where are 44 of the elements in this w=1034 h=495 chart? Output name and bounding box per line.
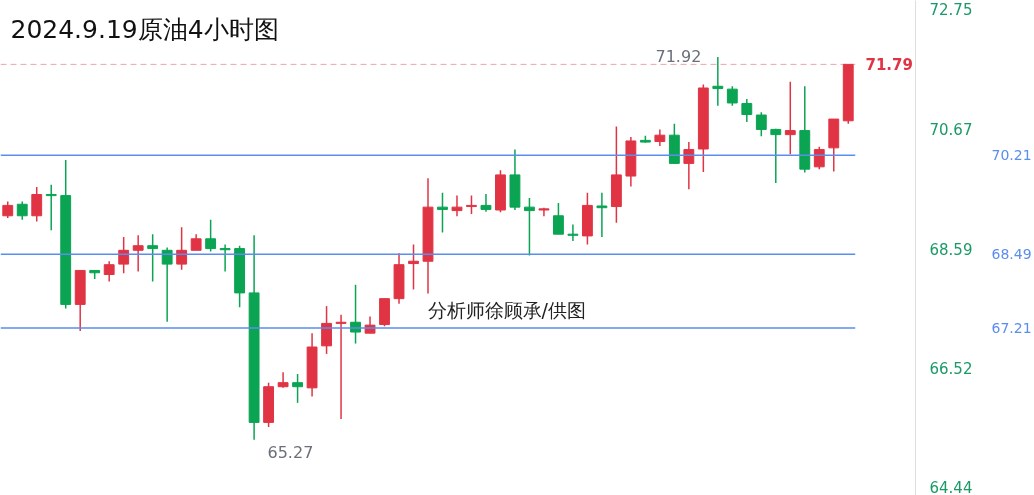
candlestick xyxy=(437,191,448,234)
candlestick xyxy=(480,193,492,213)
ref-line-label: 67.21 xyxy=(991,320,1032,337)
candlestick xyxy=(741,98,753,123)
candlestick xyxy=(45,183,57,231)
candlestick xyxy=(683,141,695,191)
candlestick xyxy=(408,243,419,291)
candlestick xyxy=(524,197,535,257)
candlestick xyxy=(770,128,782,184)
y-tick-label: 70.67 xyxy=(929,120,973,139)
ref-line-label: 71.79 xyxy=(865,56,913,75)
candlestick xyxy=(219,243,231,273)
candlestick xyxy=(103,260,115,283)
candlestick xyxy=(784,80,796,155)
candlestick xyxy=(147,233,159,283)
annotation: 65.27 xyxy=(267,442,314,462)
annotation: 分析师徐顾承/供图 xyxy=(427,298,586,321)
candlestick xyxy=(335,314,347,420)
candlestick xyxy=(161,246,173,323)
candlestick xyxy=(205,219,217,253)
ref-line-label: 68.49 xyxy=(991,246,1032,263)
candlestick xyxy=(553,202,564,235)
text: 2024.9.19原油4小时图 xyxy=(10,14,279,44)
candlestick xyxy=(466,194,477,215)
candlestick xyxy=(176,226,188,271)
candlestick xyxy=(31,186,43,223)
candlestick xyxy=(277,371,289,389)
candlestick xyxy=(712,56,724,107)
candlestick xyxy=(567,223,579,242)
candlestick xyxy=(16,200,28,221)
candlestick xyxy=(726,85,738,107)
y-tick-label: 66.52 xyxy=(929,359,973,378)
candlestick xyxy=(118,236,130,275)
candlestick xyxy=(451,194,463,218)
y-tick-label: 64.44 xyxy=(929,479,973,495)
ref-line-label: 70.21 xyxy=(991,147,1032,164)
candlestick xyxy=(132,234,144,273)
candlestick xyxy=(755,111,767,138)
annotation: 71.92 xyxy=(655,46,702,66)
candlestick xyxy=(321,305,332,355)
y-tick-label: 68.59 xyxy=(929,240,973,259)
candlestick xyxy=(596,191,608,238)
y-tick-label: 72.75 xyxy=(929,1,973,20)
candlestick xyxy=(292,373,303,404)
